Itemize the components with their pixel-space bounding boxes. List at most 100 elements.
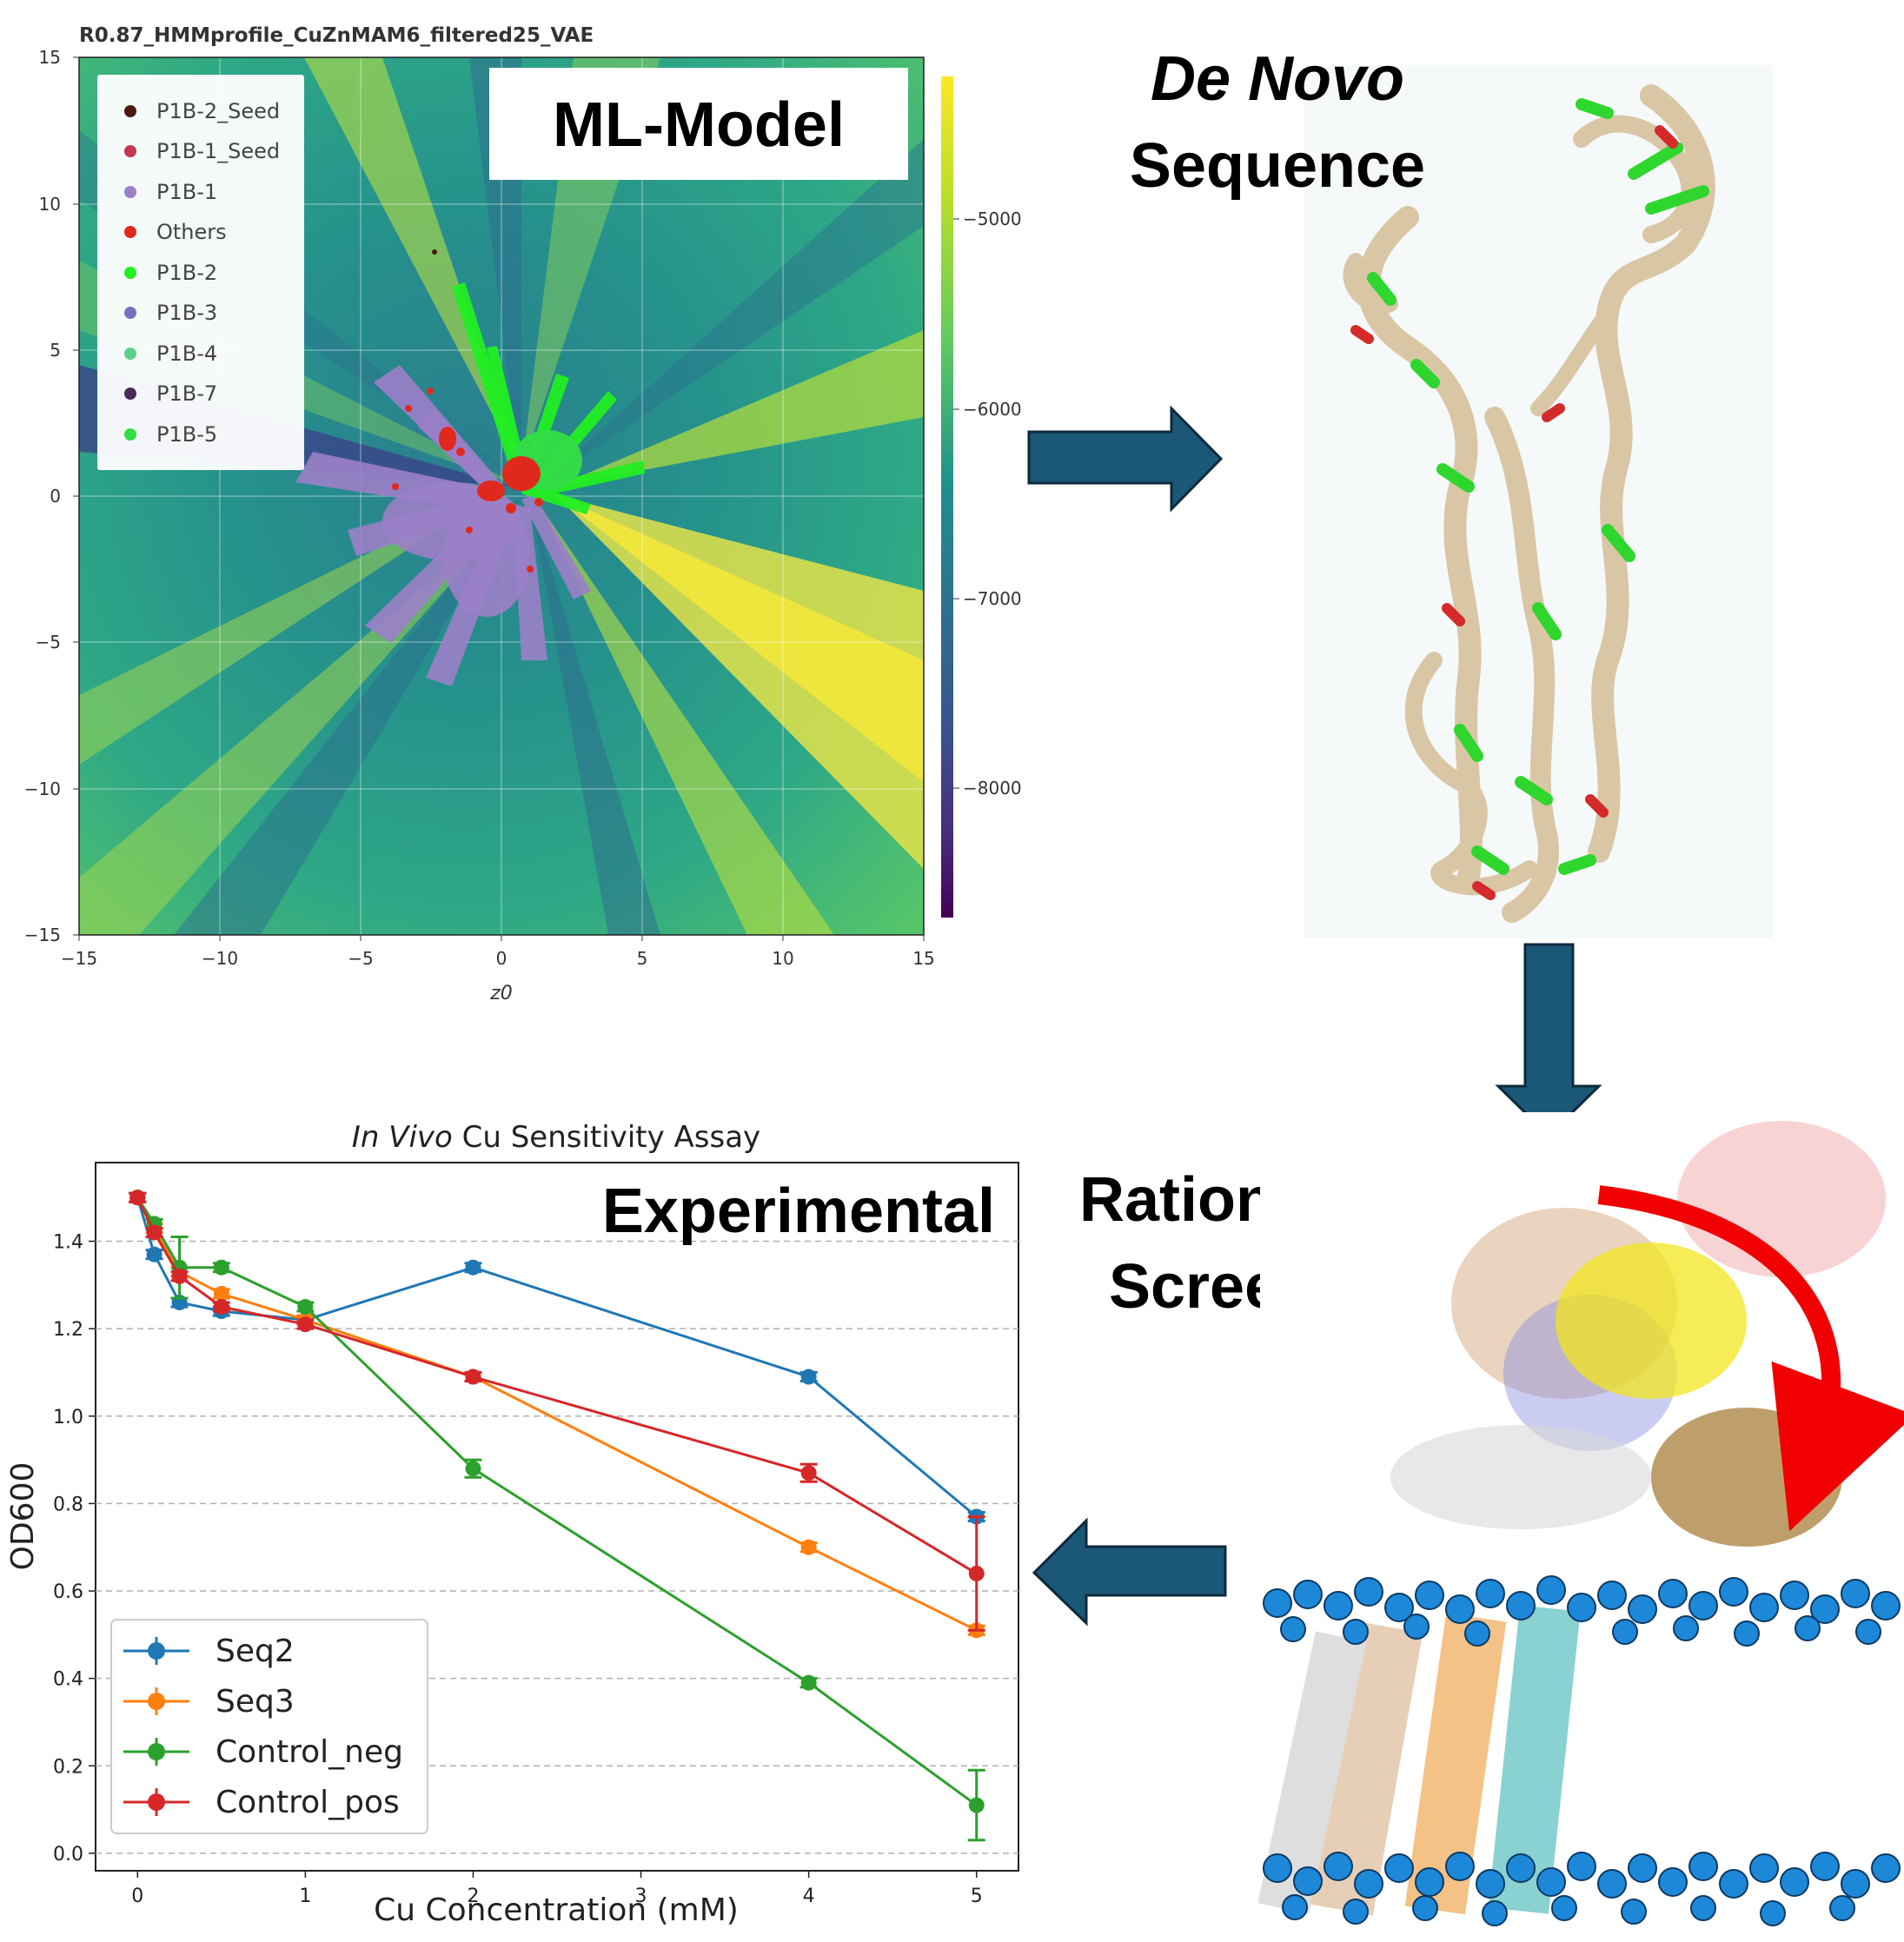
data-point <box>213 1285 229 1302</box>
data-point <box>465 1369 481 1385</box>
legend-item: Control_pos <box>123 1785 400 1820</box>
exp-x-label: Cu Concentration (mM) <box>374 1892 739 1928</box>
legend-label: P1B-4 <box>156 341 217 366</box>
legend-label: Seq2 <box>216 1634 295 1669</box>
ml-y-tick: 5 <box>50 340 61 361</box>
y-tick-label: 0.2 <box>53 1756 83 1778</box>
data-point <box>171 1268 188 1284</box>
x-tick-label: 1 <box>299 1886 311 1907</box>
y-tick-label: 1.0 <box>53 1407 83 1428</box>
purple-cluster <box>295 365 591 686</box>
legend-item: Seq3 <box>123 1684 295 1720</box>
data-point <box>968 1797 985 1813</box>
ml-y-tick: −5 <box>36 632 61 653</box>
data-point <box>800 1539 817 1555</box>
legend-marker <box>124 428 136 441</box>
data-point <box>465 1259 481 1276</box>
ml-x-tick: 10 <box>772 948 793 969</box>
x-tick-label: 4 <box>803 1886 815 1907</box>
ml-y-tick: 15 <box>39 47 61 68</box>
experimental-panel: In Vivo Cu Sensitivity Assay 0.00.20.40.… <box>5 1120 1019 1928</box>
legend-label: Seq3 <box>216 1684 295 1720</box>
ml-x-tick: −5 <box>348 948 373 969</box>
legend-marker <box>124 105 136 117</box>
conformational-change-arrow <box>1597 1185 1904 1532</box>
flow-arrows <box>1027 405 1602 1627</box>
data-point <box>146 1224 163 1241</box>
exp-series <box>129 1190 985 1842</box>
data-point <box>297 1316 314 1333</box>
legend-label: P1B-1_Seed <box>156 139 280 163</box>
y-tick-label: 0.0 <box>53 1844 83 1866</box>
exp-y-label: OD600 <box>5 1462 41 1571</box>
colorbar-tick: −7000 <box>963 588 1022 609</box>
legend-marker <box>124 388 136 400</box>
green-cluster <box>452 282 645 514</box>
data-point <box>800 1465 817 1481</box>
exp-y-ticks: 0.0 0.2 0.4 0.6 0.8 1.0 1.2 1.4 <box>53 1232 96 1866</box>
exp-legend: Seq2 Seq3 Control_neg Control_pos <box>110 1619 428 1834</box>
down-arrow <box>1495 943 1602 1138</box>
legend-label: P1B-5 <box>156 422 217 447</box>
data-point <box>800 1674 817 1691</box>
ml-y-tick: 10 <box>39 194 61 215</box>
legend-label: P1B-7 <box>156 381 217 406</box>
md-panel: Rational MD Screening <box>1079 1112 1904 1939</box>
data-point <box>213 1299 229 1316</box>
legend-marker <box>124 267 136 279</box>
y-tick-label: 0.4 <box>53 1669 83 1691</box>
ml-x-tick: 0 <box>496 948 508 969</box>
legend-marker <box>124 226 136 238</box>
legend-marker <box>148 1642 165 1660</box>
x-tick-label: 2 <box>467 1886 479 1907</box>
ml-x-label: z0 <box>489 983 513 1004</box>
ml-colorbar: −5000 −6000 −7000 −8000 <box>941 76 1022 918</box>
legend-label: Others <box>156 220 227 244</box>
ml-y-tick: 0 <box>50 486 61 507</box>
y-tick-label: 1.4 <box>53 1232 83 1254</box>
ml-y-tick: −10 <box>24 779 61 799</box>
protein-ribbon <box>1343 84 1715 923</box>
legend-marker <box>148 1743 165 1760</box>
ml-legend: P1B-2_Seed P1B-1_Seed P1B-1 Others P1B-2… <box>97 75 304 470</box>
legend-marker <box>124 307 136 319</box>
exp-x-ticks: 0 1 2 3 4 5 <box>131 1871 983 1907</box>
data-point <box>297 1299 314 1316</box>
ml-y-tick: −15 <box>24 925 61 945</box>
ml-x-tick: 5 <box>637 948 648 969</box>
ml-model-label: ML-Model <box>553 90 845 160</box>
ml-plot-title: R0.87_HMMprofile_CuZnMAM6_filtered25_VAE <box>79 24 594 47</box>
ml-x-axis: −15 −10 −5 0 5 10 15 z0 <box>61 935 935 1004</box>
legend-label: Control_pos <box>216 1785 400 1820</box>
data-point <box>213 1259 229 1276</box>
data-point <box>146 1246 163 1263</box>
data-point <box>465 1461 481 1477</box>
legend-item: Seq2 <box>123 1634 295 1669</box>
ml-model-panel: R0.87_HMMprofile_CuZnMAM6_filtered25_VAE <box>24 24 1022 1004</box>
membrane-upper <box>1263 1575 1901 1647</box>
y-tick-label: 0.8 <box>53 1494 83 1515</box>
x-tick-label: 3 <box>635 1886 647 1907</box>
legend-label: P1B-2 <box>156 261 217 285</box>
legend-label: P1B-2_Seed <box>156 99 280 123</box>
colorbar-tick: −6000 <box>963 399 1022 420</box>
x-tick-label: 0 <box>131 1886 143 1907</box>
exp-chart-title-italic: In Vivo <box>352 1120 453 1155</box>
data-point <box>800 1369 817 1385</box>
red-points <box>392 388 543 573</box>
legend-marker <box>124 186 136 198</box>
y-tick-label: 1.2 <box>53 1319 83 1341</box>
exp-grid <box>96 1240 1018 1854</box>
left-arrow <box>1032 1517 1227 1627</box>
exp-chart-title: In Vivo Cu Sensitivity Assay <box>352 1120 760 1155</box>
legend-marker <box>124 348 136 360</box>
y-tick-label: 0.6 <box>53 1581 83 1603</box>
membrane-lower <box>1263 1852 1901 1926</box>
ml-x-tick: −15 <box>61 948 97 969</box>
series-control_pos <box>129 1190 985 1632</box>
series-line <box>136 1196 978 1575</box>
md-simulation-render <box>1257 1112 1904 1939</box>
ml-model-label-box <box>489 68 908 180</box>
colorbar-tick: −8000 <box>963 778 1022 799</box>
